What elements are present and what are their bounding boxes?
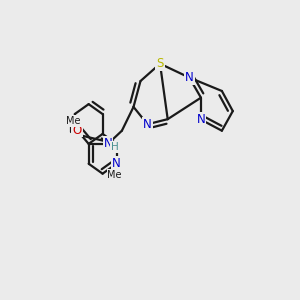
Text: N: N	[112, 157, 121, 170]
Text: O: O	[72, 124, 82, 136]
Text: N: N	[196, 113, 205, 126]
Text: N: N	[185, 71, 194, 84]
Text: Me: Me	[107, 170, 122, 180]
Text: N: N	[103, 137, 112, 150]
Text: H: H	[111, 142, 118, 152]
Text: Me: Me	[66, 116, 81, 126]
Text: S: S	[156, 57, 164, 70]
Text: N: N	[143, 118, 152, 131]
